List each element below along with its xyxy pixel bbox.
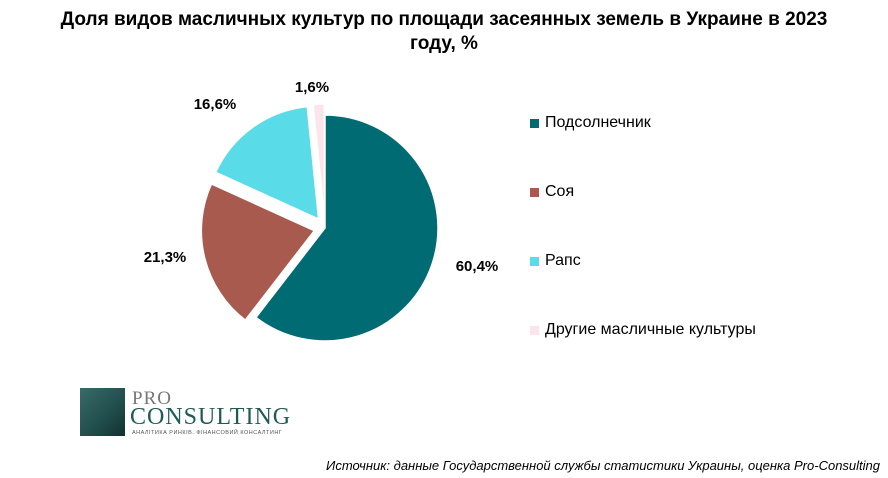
- legend-swatch: [530, 256, 539, 266]
- legend-label: Рапс: [545, 252, 581, 269]
- logo-tagline: АНАЛІТИКА РИНКІВ. ФІНАНСОВИЙ КОНСАЛТИНГ: [132, 430, 283, 436]
- chart-title: Доля видов масличных культур по площади …: [60, 9, 828, 54]
- pro-consulting-logo: PRO CONSULTING АНАЛІТИКА РИНКІВ. ФІНАНСО…: [80, 388, 300, 438]
- logo-consulting-text: CONSULTING: [130, 404, 292, 430]
- slice-soy: [200, 182, 316, 322]
- legend-label: Соя: [545, 183, 575, 200]
- data-label: 60,4%: [456, 258, 499, 275]
- data-label: 1,6%: [295, 79, 329, 96]
- legend-item-sunflower: Подсолнечник: [530, 112, 870, 134]
- data-label: 16,6%: [194, 96, 237, 113]
- logo-pro-text: PRO: [132, 388, 172, 409]
- slice-other: [312, 103, 326, 218]
- legend-swatch: [530, 325, 539, 335]
- slice-sunflower: [254, 114, 439, 342]
- data-label: 21,3%: [144, 249, 187, 266]
- legend-swatch: [530, 118, 539, 128]
- slice-rapeseed: [214, 105, 320, 221]
- legend-item-rapeseed: Рапс: [530, 250, 870, 272]
- legend-item-soy: Соя: [530, 181, 870, 203]
- legend-swatch: [530, 187, 539, 197]
- legend-item-other: Другие масличные культуры: [530, 319, 870, 341]
- legend-label: Другие масличные культуры: [545, 321, 756, 338]
- logo-emblem-icon: [80, 388, 125, 436]
- legend-label: Подсолнечник: [545, 114, 651, 131]
- legend: Подсолнечник Соя Рапс Другие масличные к…: [530, 112, 870, 388]
- source-note: Источник: данные Государственной службы …: [326, 458, 880, 473]
